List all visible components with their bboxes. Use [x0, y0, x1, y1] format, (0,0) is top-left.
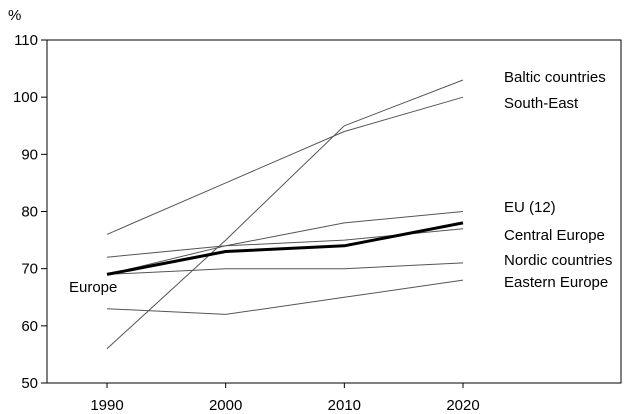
series-line-central-europe — [106, 228, 464, 275]
y-tick-label: 100 — [13, 89, 38, 106]
x-tick-label: 2010 — [328, 397, 361, 414]
x-tick-label: 2000 — [209, 397, 242, 414]
y-tick-label: 50 — [21, 375, 38, 392]
y-tick-label: 70 — [21, 261, 38, 278]
series-label-europe: Europe — [69, 279, 117, 296]
series-label-nordic-countries: Nordic countries — [504, 252, 612, 269]
x-tick-label: 1990 — [90, 397, 123, 414]
series-line-baltic-countries — [106, 79, 464, 350]
series-label-south-east: South-East — [504, 95, 579, 112]
series-label-baltic-countries: Baltic countries — [504, 69, 606, 86]
y-tick-label: 110 — [14, 32, 38, 49]
x-tick-label: 2020 — [446, 397, 479, 414]
y-axis-ticks: 50 60 70 80 90 100 110 — [13, 32, 47, 392]
series-line-nordic-countries — [106, 262, 464, 275]
y-axis-unit-label: % — [8, 7, 21, 24]
series-label-eastern-europe: Eastern Europe — [504, 274, 608, 291]
series-line-south-east — [106, 96, 464, 235]
x-axis-ticks: 1990 2000 2010 2020 — [90, 383, 480, 414]
series-labels: Baltic countries South-East EU (12) Central… — [69, 69, 612, 296]
series-label-central-europe: Central Europe — [504, 227, 605, 244]
y-tick-label: 90 — [21, 146, 38, 163]
series-label-eu-12: EU (12) — [504, 199, 556, 216]
y-tick-label: 80 — [21, 204, 38, 221]
series-line-eu-12 — [106, 211, 464, 258]
series-lines — [106, 79, 464, 350]
series-line-europe — [106, 221, 464, 276]
y-tick-label: 60 — [21, 318, 38, 335]
series-line-eastern-europe — [106, 279, 464, 315]
